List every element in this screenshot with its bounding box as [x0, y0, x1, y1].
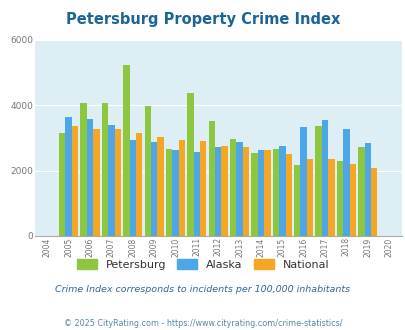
- Bar: [187, 93, 193, 236]
- Bar: [315, 126, 321, 236]
- Bar: [102, 103, 108, 236]
- Bar: [151, 142, 157, 236]
- Bar: [357, 147, 364, 236]
- Bar: [242, 147, 249, 236]
- Bar: [114, 129, 121, 236]
- Bar: [80, 103, 87, 236]
- Bar: [108, 125, 114, 236]
- Bar: [293, 165, 300, 236]
- Bar: [200, 141, 206, 236]
- Bar: [264, 149, 270, 236]
- Bar: [136, 133, 142, 236]
- Text: Petersburg Property Crime Index: Petersburg Property Crime Index: [66, 12, 339, 26]
- Legend: Petersburg, Alaska, National: Petersburg, Alaska, National: [72, 255, 333, 274]
- Bar: [257, 150, 264, 236]
- Bar: [208, 121, 215, 236]
- Bar: [215, 147, 221, 236]
- Bar: [251, 153, 257, 236]
- Bar: [59, 133, 65, 236]
- Text: © 2025 CityRating.com - https://www.cityrating.com/crime-statistics/: © 2025 CityRating.com - https://www.city…: [64, 319, 341, 328]
- Bar: [321, 120, 327, 236]
- Bar: [285, 154, 291, 236]
- Bar: [129, 140, 136, 236]
- Bar: [336, 161, 342, 236]
- Text: Crime Index corresponds to incidents per 100,000 inhabitants: Crime Index corresponds to incidents per…: [55, 285, 350, 294]
- Bar: [172, 149, 178, 236]
- Bar: [349, 164, 355, 236]
- Bar: [370, 168, 376, 236]
- Bar: [123, 65, 129, 236]
- Bar: [166, 149, 172, 236]
- Bar: [157, 137, 163, 236]
- Bar: [72, 126, 78, 236]
- Bar: [236, 142, 242, 236]
- Bar: [178, 140, 185, 236]
- Bar: [221, 146, 227, 236]
- Bar: [144, 106, 151, 236]
- Bar: [87, 119, 93, 236]
- Bar: [364, 143, 370, 236]
- Bar: [229, 139, 236, 236]
- Bar: [93, 129, 99, 236]
- Bar: [306, 159, 313, 236]
- Bar: [300, 127, 306, 236]
- Bar: [278, 146, 285, 236]
- Bar: [342, 129, 349, 236]
- Bar: [65, 117, 72, 236]
- Bar: [272, 149, 278, 236]
- Bar: [327, 159, 334, 236]
- Bar: [193, 151, 200, 236]
